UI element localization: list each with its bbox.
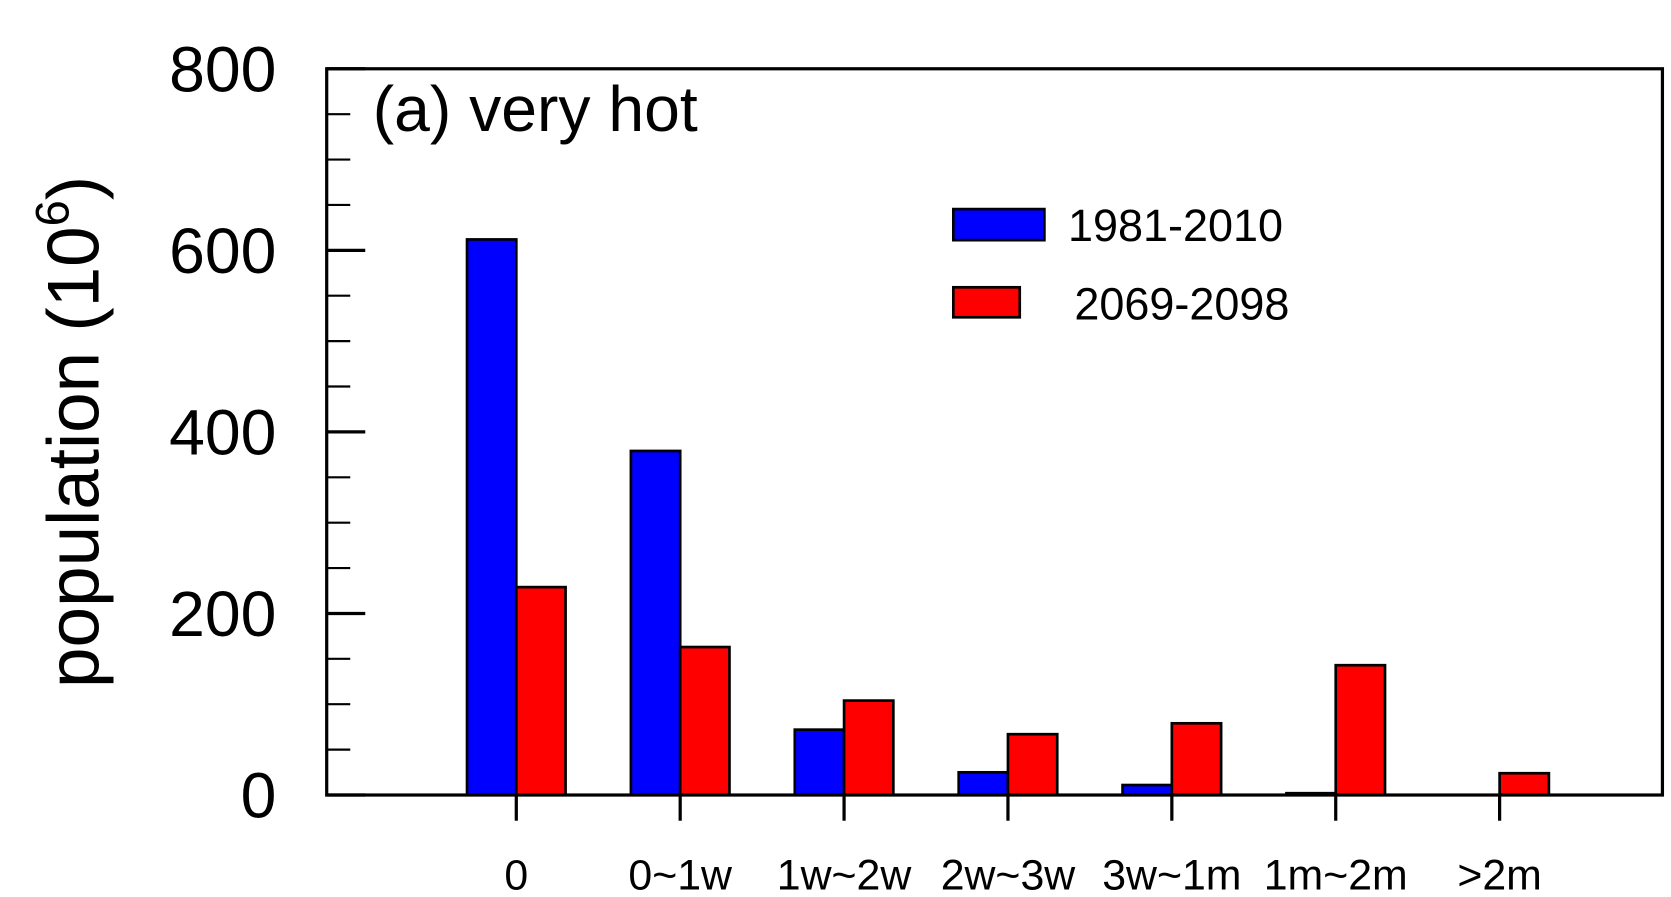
legend-label-1981-2010: 1981-2010 bbox=[1068, 200, 1283, 251]
y-tick-label: 800 bbox=[169, 33, 276, 105]
chart-title: (a) very hot bbox=[373, 73, 698, 145]
bar-1981-2010-0 bbox=[465, 238, 518, 797]
x-tick-label: 0~1w bbox=[628, 851, 733, 897]
legend-swatch-2069-2098 bbox=[951, 285, 1022, 319]
x-tick-label: 1w~2w bbox=[777, 851, 913, 897]
x-tick-label: 3w~1m bbox=[1102, 851, 1241, 897]
bar-2069-2098-1w~2w bbox=[842, 699, 895, 797]
y-tick-label: 0 bbox=[241, 760, 277, 832]
bar-1981-2010-0~1w bbox=[629, 449, 682, 797]
bar-2069-2098-1m~2m bbox=[1334, 663, 1387, 797]
x-tick-label: 0 bbox=[504, 851, 528, 897]
bar-2069-2098-0 bbox=[514, 585, 567, 797]
y-tick-label: 400 bbox=[169, 396, 276, 468]
y-tick-label: 600 bbox=[169, 215, 276, 287]
y-axis-label-sup: 6 bbox=[26, 200, 79, 226]
bar-1981-2010-2w~3w bbox=[957, 770, 1010, 797]
bar-2069-2098-3w~1m bbox=[1170, 721, 1223, 797]
bar-2069-2098-0~1w bbox=[678, 645, 731, 797]
x-tick-label: >2m bbox=[1457, 851, 1542, 897]
x-tick-label: 2w~3w bbox=[941, 851, 1077, 897]
y-axis-label: population (106) bbox=[26, 176, 115, 688]
y-axis-label-main: population (10 bbox=[34, 226, 115, 688]
legend-swatch-1981-2010 bbox=[951, 207, 1046, 242]
y-tick-label: 200 bbox=[169, 578, 276, 650]
legend-label-2069-2098: 2069-2098 bbox=[1074, 278, 1289, 329]
legend: 1981-2010 2069-2098 bbox=[951, 200, 1289, 329]
y-axis-label-close: ) bbox=[34, 176, 115, 200]
bar-2069-2098->2m bbox=[1498, 771, 1551, 797]
x-tick-label: 1m~2m bbox=[1264, 851, 1408, 897]
bars bbox=[465, 238, 1551, 797]
bar-2069-2098-2w~3w bbox=[1006, 732, 1059, 797]
bar-1981-2010-1w~2w bbox=[793, 728, 846, 797]
axes: 0 0~1w 1w~2w 2w~3w 3w~1m 1m~2m >2m 0 200 400 600 80… bbox=[169, 33, 1665, 897]
